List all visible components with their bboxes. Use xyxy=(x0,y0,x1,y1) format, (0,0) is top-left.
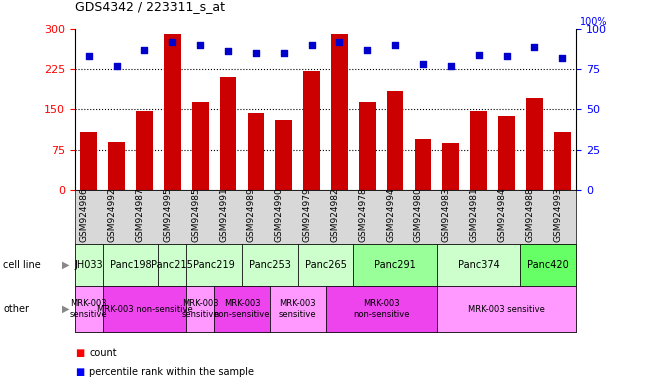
Text: Panc420: Panc420 xyxy=(527,260,569,270)
Text: GSM924992: GSM924992 xyxy=(107,187,117,242)
Text: Panc374: Panc374 xyxy=(458,260,499,270)
Bar xyxy=(359,103,376,190)
Point xyxy=(279,50,289,56)
Bar xyxy=(136,111,153,190)
Bar xyxy=(164,34,181,190)
Text: GSM924979: GSM924979 xyxy=(303,187,312,242)
Point xyxy=(251,50,261,56)
Text: cell line: cell line xyxy=(3,260,41,270)
Text: MRK-003
non-sensitive: MRK-003 non-sensitive xyxy=(353,300,409,319)
Text: GSM924983: GSM924983 xyxy=(442,187,450,242)
Text: GSM924982: GSM924982 xyxy=(331,187,339,242)
Bar xyxy=(554,132,570,190)
Text: Panc215: Panc215 xyxy=(152,260,193,270)
Text: GSM924978: GSM924978 xyxy=(358,187,367,242)
Text: Panc198: Panc198 xyxy=(110,260,152,270)
Bar xyxy=(526,98,543,190)
Point xyxy=(445,63,456,69)
Point xyxy=(390,42,400,48)
Bar xyxy=(443,143,459,190)
Text: GSM924984: GSM924984 xyxy=(497,187,506,242)
Text: MRK-003
sensitive: MRK-003 sensitive xyxy=(70,300,107,319)
Point xyxy=(334,39,344,45)
Bar xyxy=(303,71,320,190)
Bar xyxy=(108,142,125,190)
Text: GSM924989: GSM924989 xyxy=(247,187,256,242)
Text: 100%: 100% xyxy=(580,17,608,27)
Point xyxy=(307,42,317,48)
Text: Panc265: Panc265 xyxy=(305,260,346,270)
Point xyxy=(139,47,150,53)
Text: JH033: JH033 xyxy=(74,260,103,270)
Point xyxy=(418,61,428,67)
Text: Panc219: Panc219 xyxy=(193,260,235,270)
Bar xyxy=(192,103,208,190)
Bar xyxy=(275,120,292,190)
Text: GSM924985: GSM924985 xyxy=(191,187,201,242)
Text: other: other xyxy=(3,304,29,314)
Bar xyxy=(219,77,236,190)
Bar xyxy=(498,116,515,190)
Text: ■: ■ xyxy=(75,367,84,377)
Bar xyxy=(415,139,432,190)
Bar xyxy=(331,34,348,190)
Bar xyxy=(387,91,404,190)
Point xyxy=(195,42,206,48)
Point xyxy=(167,39,178,45)
Text: GSM924995: GSM924995 xyxy=(163,187,173,242)
Text: GSM924993: GSM924993 xyxy=(553,187,562,242)
Point xyxy=(557,55,568,61)
Text: GSM924991: GSM924991 xyxy=(219,187,228,242)
Point xyxy=(529,43,540,50)
Text: GSM924981: GSM924981 xyxy=(469,187,478,242)
Point xyxy=(362,47,372,53)
Text: Panc253: Panc253 xyxy=(249,260,291,270)
Point xyxy=(473,51,484,58)
Text: MRK-003
non-sensitive: MRK-003 non-sensitive xyxy=(214,300,270,319)
Text: MRK-003
sensitive: MRK-003 sensitive xyxy=(182,300,219,319)
Text: ■: ■ xyxy=(75,348,84,358)
Text: GSM924986: GSM924986 xyxy=(80,187,89,242)
Text: MRK-003 non-sensitive: MRK-003 non-sensitive xyxy=(96,305,192,314)
Text: percentile rank within the sample: percentile rank within the sample xyxy=(89,367,254,377)
Text: GSM924987: GSM924987 xyxy=(135,187,145,242)
Point xyxy=(223,48,233,55)
Text: MRK-003 sensitive: MRK-003 sensitive xyxy=(468,305,545,314)
Point xyxy=(501,53,512,59)
Bar xyxy=(81,132,97,190)
Text: MRK-003
sensitive: MRK-003 sensitive xyxy=(279,300,316,319)
Point xyxy=(111,63,122,69)
Text: GSM924980: GSM924980 xyxy=(414,187,423,242)
Text: ▶: ▶ xyxy=(62,260,70,270)
Text: GSM924988: GSM924988 xyxy=(525,187,534,242)
Bar xyxy=(247,113,264,190)
Bar xyxy=(470,111,487,190)
Text: GSM924994: GSM924994 xyxy=(386,187,395,242)
Point xyxy=(83,53,94,59)
Text: count: count xyxy=(89,348,117,358)
Text: ▶: ▶ xyxy=(62,304,70,314)
Text: GSM924990: GSM924990 xyxy=(275,187,284,242)
Text: Panc291: Panc291 xyxy=(374,260,416,270)
Text: GDS4342 / 223311_s_at: GDS4342 / 223311_s_at xyxy=(75,0,225,13)
